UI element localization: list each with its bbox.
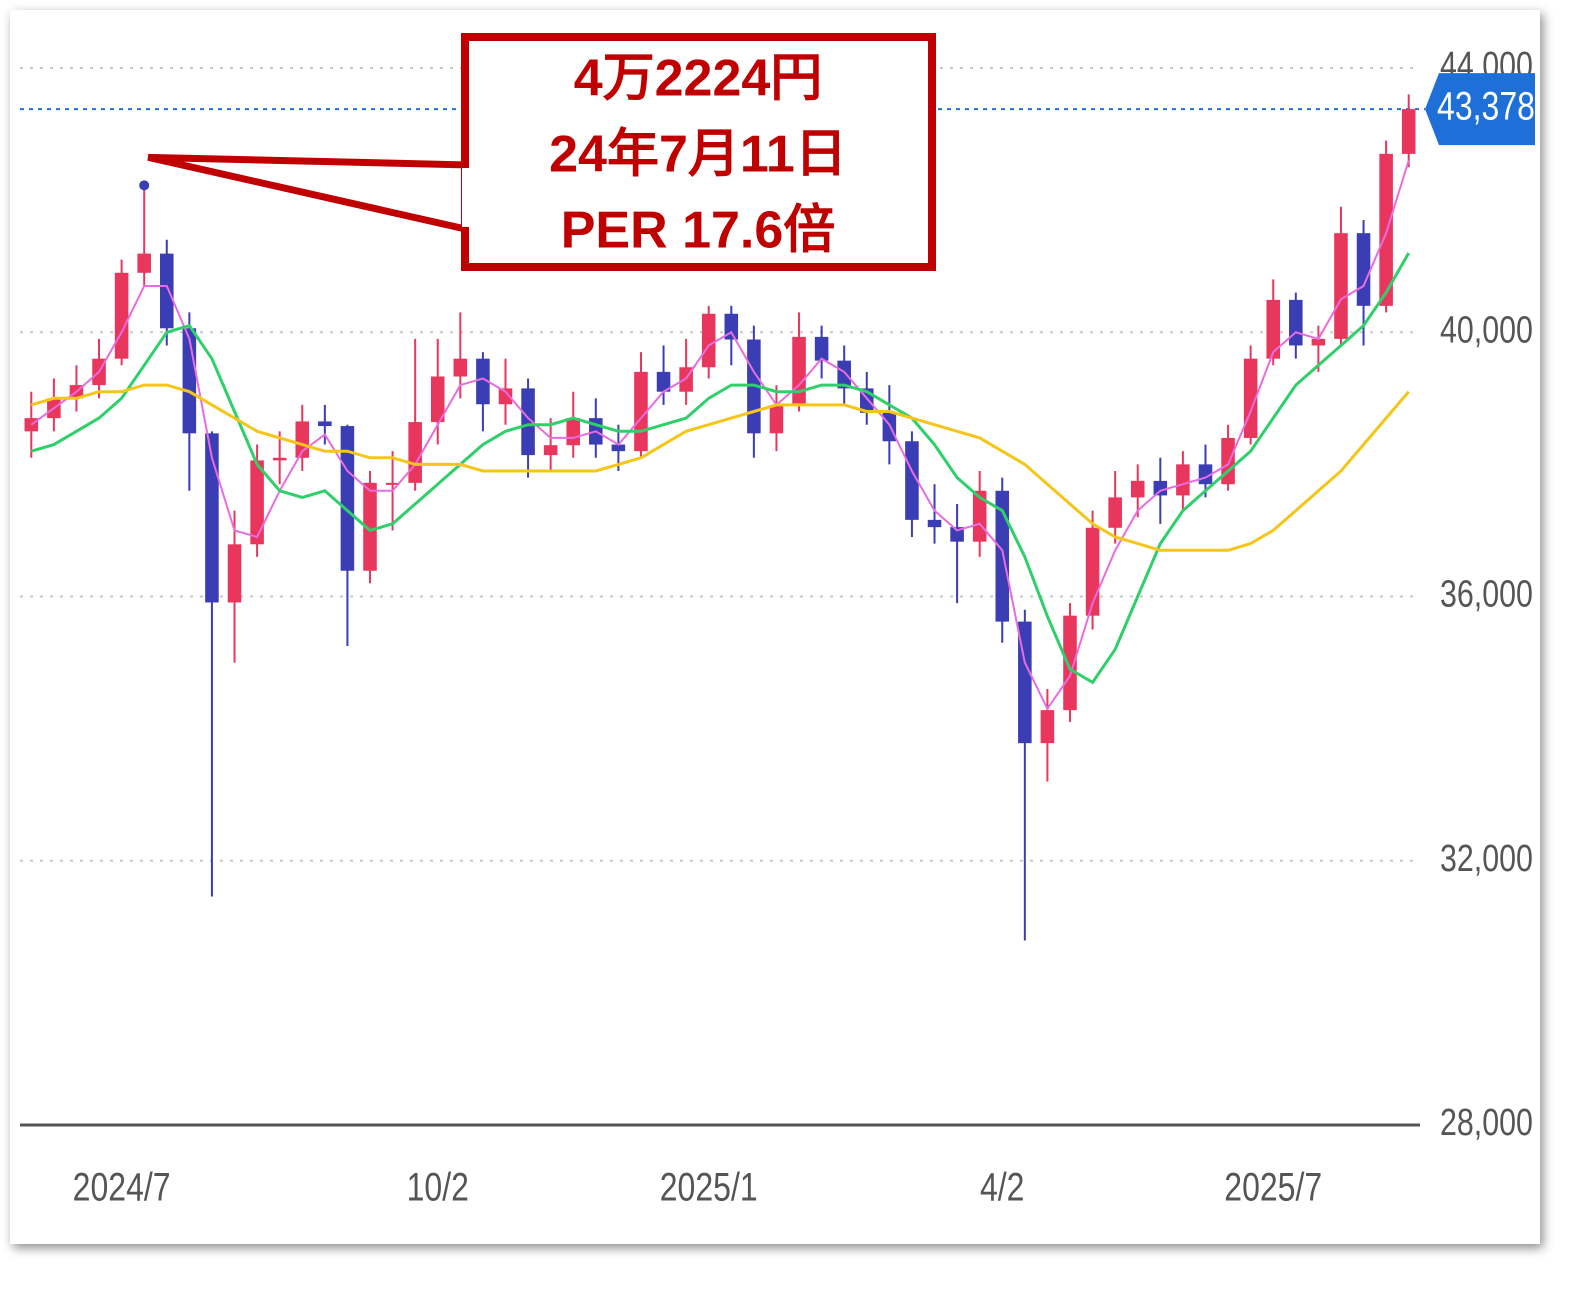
candle-body	[1311, 338, 1326, 346]
callout-joint	[462, 168, 474, 227]
candle-body	[408, 422, 422, 483]
candle-body	[498, 388, 513, 405]
candle-body	[430, 376, 445, 423]
callout-text: 24年7月11日	[549, 126, 847, 184]
candle-body	[114, 272, 129, 359]
candle-body	[385, 482, 400, 485]
candle-body	[792, 336, 806, 405]
x-tick-label: 2024/7	[73, 1164, 171, 1209]
candle-body	[1221, 437, 1235, 485]
y-tick-label: 40,000	[1440, 309, 1533, 351]
candle-body	[611, 444, 626, 452]
candle-body	[656, 371, 671, 392]
y-tick-label: 36,000	[1440, 573, 1533, 615]
candle-body	[227, 544, 242, 603]
candle-body	[476, 358, 490, 405]
x-tick-label: 2025/7	[1224, 1164, 1322, 1209]
last-price-badge	[1425, 73, 1535, 146]
callout-text: 4万2224円	[574, 50, 823, 108]
candle-body	[701, 313, 716, 368]
last-price-label: 43,378	[1437, 83, 1535, 128]
candle-body	[205, 433, 219, 603]
candle-body	[543, 445, 558, 456]
callout-box	[461, 33, 936, 271]
candle-body	[882, 412, 897, 442]
candle-body	[927, 519, 942, 528]
candle-body	[995, 490, 1010, 622]
candle-body	[182, 328, 197, 434]
candle-body	[453, 358, 468, 377]
x-tick-label: 10/2	[407, 1164, 469, 1209]
candle-body	[137, 253, 151, 273]
candle-body	[250, 460, 264, 545]
candle-body	[1018, 621, 1032, 744]
candle-body	[1289, 299, 1303, 346]
annotation-marker	[139, 180, 150, 191]
candle-body	[1266, 299, 1280, 359]
x-tick-label: 4/2	[980, 1164, 1024, 1209]
candle-body	[905, 441, 919, 520]
candle-body	[1401, 109, 1416, 154]
candle-body	[1334, 233, 1348, 339]
x-tick-label: 2025/1	[660, 1164, 758, 1209]
y-tick-label: 28,000	[1440, 1102, 1533, 1144]
candle-body	[950, 527, 964, 542]
candle-body	[1176, 464, 1190, 496]
candle-body	[340, 426, 355, 571]
y-tick-label: 32,000	[1440, 838, 1533, 880]
candle-body	[160, 253, 174, 329]
candle-body	[272, 457, 287, 461]
candle-body	[769, 404, 784, 434]
callout-pointer	[147, 153, 474, 235]
moving-average-line	[30, 160, 1410, 711]
candle-body	[318, 421, 332, 427]
candle-body	[521, 388, 535, 456]
candle-body	[1108, 497, 1122, 528]
candle-body	[1130, 480, 1145, 498]
candle-body	[363, 482, 377, 571]
candle-body	[724, 313, 739, 340]
candle-body	[1153, 480, 1168, 496]
callout-text: PER 17.6倍	[561, 202, 836, 260]
moving-average-line	[30, 383, 1410, 552]
candle-body	[566, 418, 580, 446]
candle-body	[814, 336, 829, 361]
candle-body	[837, 360, 851, 389]
candle-body	[1040, 710, 1055, 744]
candle-body	[1063, 615, 1077, 711]
moving-average-line	[30, 252, 1411, 685]
candle-body	[1356, 233, 1371, 306]
